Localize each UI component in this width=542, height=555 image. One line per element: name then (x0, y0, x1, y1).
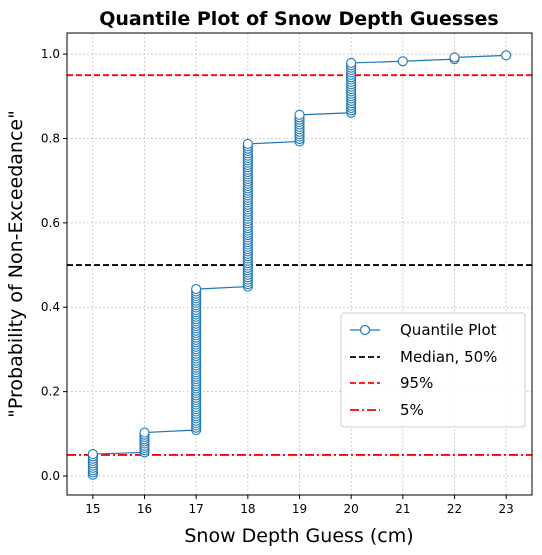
y-tick-label: 0.2 (41, 385, 60, 399)
quantile-marker (294, 109, 305, 120)
legend-label-median: Median, 50% (400, 348, 497, 366)
x-tick-label: 18 (240, 502, 255, 516)
y-tick-label: 0.6 (41, 216, 60, 230)
axis-ticks: 15 16 17 18 19 20 21 22 23 0.0 0.2 0.4 0.6 0.8 1.0 (41, 47, 514, 516)
legend-marker-quantile (359, 324, 371, 336)
x-tick-label: 15 (85, 502, 100, 516)
reference-lines (67, 74, 532, 456)
x-tick-label: 16 (137, 502, 152, 516)
quantile-marker (87, 449, 98, 460)
y-tick-label: 0.0 (41, 469, 60, 483)
y-tick-label: 0.4 (41, 300, 60, 314)
x-axis-label: Snow Depth Guess (cm) (184, 525, 413, 547)
quantile-marker (139, 427, 150, 438)
quantile-marker (191, 284, 202, 295)
quantile-series (87, 50, 512, 480)
y-axis-label: "Probability of Non-Exceedance" (5, 110, 27, 418)
x-tick-label: 17 (189, 502, 204, 516)
quantile-marker (346, 57, 357, 69)
chart-title: Quantile Plot of Snow Depth Guesses (99, 8, 499, 30)
legend-label-95: 95% (400, 374, 433, 392)
x-tick-label: 23 (499, 502, 514, 516)
y-tick-label: 1.0 (41, 47, 60, 61)
quantile-marker (449, 52, 460, 63)
x-tick-label: 19 (292, 502, 307, 516)
x-tick-label: 20 (344, 502, 359, 516)
x-tick-label: 22 (447, 502, 462, 516)
y-tick-label: 0.8 (41, 131, 60, 145)
legend: Quantile Plot Median, 50% 95% 5% (340, 312, 526, 428)
legend-box (340, 312, 526, 428)
legend-label-5: 5% (400, 401, 424, 419)
quantile-marker (397, 56, 408, 67)
quantile-marker (501, 50, 512, 61)
quantile-marker (242, 138, 253, 150)
x-tick-label: 21 (395, 502, 410, 516)
legend-label-quantile: Quantile Plot (400, 321, 497, 339)
